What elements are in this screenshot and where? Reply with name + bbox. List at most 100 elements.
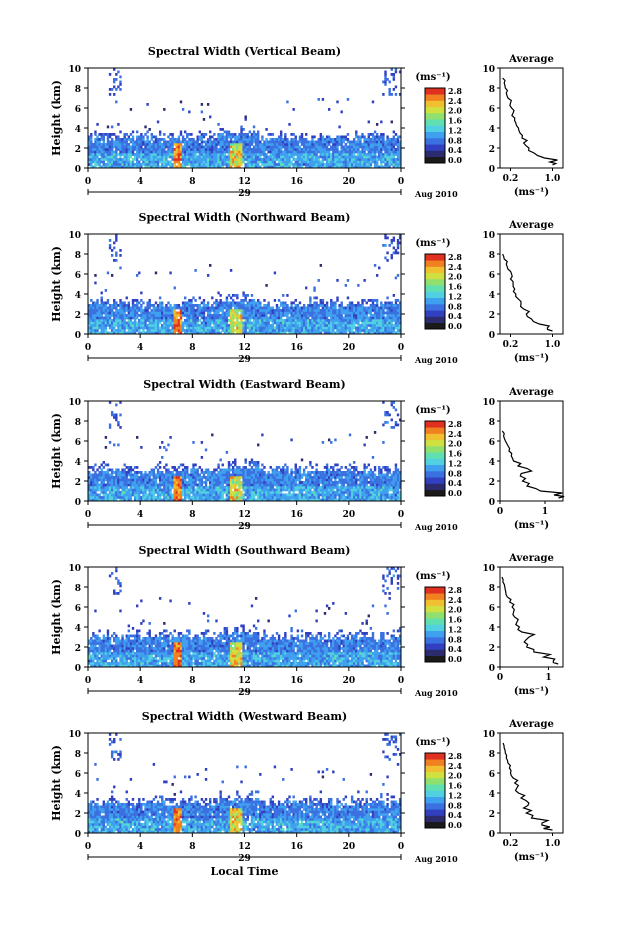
- heatmap-cell: [384, 257, 386, 260]
- heatmap-cell: [238, 141, 240, 144]
- heatmap-cell: [247, 136, 249, 139]
- heatmap-cell: [391, 309, 393, 312]
- heatmap-cell: [359, 319, 361, 322]
- heatmap-cell: [274, 314, 276, 317]
- heatmap-cell: [199, 312, 201, 315]
- heatmap-cell: [205, 307, 207, 310]
- colorbar-swatch: [425, 279, 445, 286]
- heatmap-cell: [301, 158, 303, 161]
- heatmap-cell: [159, 297, 161, 300]
- heatmap-cell: [151, 161, 153, 164]
- heatmap-cell: [109, 489, 111, 492]
- heatmap-cell: [280, 161, 282, 164]
- heatmap-cell: [215, 158, 217, 161]
- heatmap-cell: [107, 161, 109, 164]
- heatmap-cell: [138, 476, 140, 479]
- heatmap-cell: [340, 138, 342, 141]
- heatmap-cell: [201, 309, 203, 312]
- heatmap-cell: [382, 317, 384, 320]
- heatmap-cell: [299, 329, 301, 332]
- heatmap-cell: [153, 319, 155, 322]
- heatmap-cell: [315, 153, 317, 156]
- heatmap-cell: [98, 474, 100, 477]
- heatmap-cell: [180, 474, 182, 477]
- heatmap-cell: [382, 307, 384, 310]
- heatmap-cell: [359, 314, 361, 317]
- heatmap-cell: [159, 146, 161, 149]
- heatmap-cell: [207, 163, 209, 166]
- heatmap-cell: [146, 314, 148, 317]
- heatmap-cell: [222, 146, 224, 149]
- heatmap-cell: [98, 304, 100, 307]
- heatmap-cell: [136, 151, 138, 154]
- heatmap-cell: [380, 146, 382, 149]
- heatmap-cell: [169, 471, 171, 474]
- heatmap-cell: [176, 494, 178, 497]
- heatmap-cell: [315, 304, 317, 307]
- heatmap-cell: [247, 319, 249, 322]
- heatmap-cell: [276, 319, 278, 322]
- heatmap-cell: [155, 309, 157, 312]
- heatmap-cell: [98, 314, 100, 317]
- heatmap-cell: [334, 327, 336, 330]
- heatmap-cell: [103, 143, 105, 146]
- heatmap-cell: [343, 158, 345, 161]
- heatmap-cell: [376, 133, 378, 136]
- heatmap-cell: [197, 484, 199, 487]
- heatmap-cell: [230, 269, 232, 272]
- heatmap-cell: [388, 312, 390, 315]
- heatmap-cell: [261, 146, 263, 149]
- heatmap-cell: [253, 317, 255, 320]
- heatmap-cell: [144, 489, 146, 492]
- heatmap-cell: [101, 464, 103, 467]
- heatmap-cell: [334, 138, 336, 141]
- heatmap-cell: [245, 163, 247, 166]
- heatmap-cell: [174, 486, 176, 489]
- heatmap-cell: [211, 163, 213, 166]
- heatmap-cell: [182, 156, 184, 159]
- heatmap-cell: [280, 146, 282, 149]
- heatmap-cell: [238, 314, 240, 317]
- heatmap-cell: [109, 484, 111, 487]
- heatmap-cell: [197, 314, 199, 317]
- heatmap-cell: [130, 469, 132, 472]
- heatmap-cell: [361, 329, 363, 332]
- heatmap-cell: [393, 327, 395, 330]
- heatmap-cell: [303, 314, 305, 317]
- heatmap-cell: [226, 131, 228, 134]
- heatmap-cell: [107, 319, 109, 322]
- heatmap-cell: [103, 489, 105, 492]
- heatmap-cell: [315, 148, 317, 151]
- heatmap-cell: [351, 156, 353, 159]
- heatmap-cell: [178, 479, 180, 482]
- heatmap-cell: [236, 136, 238, 139]
- heatmap-cell: [96, 496, 98, 499]
- heatmap-cell: [140, 158, 142, 161]
- heatmap-cell: [397, 143, 399, 146]
- heatmap-cell: [126, 496, 128, 499]
- heatmap-cell: [232, 312, 234, 315]
- heatmap-cell: [140, 148, 142, 151]
- heatmap-cell: [178, 484, 180, 487]
- heatmap-cell: [121, 491, 123, 494]
- heatmap-cell: [180, 327, 182, 330]
- heatmap-cell: [182, 324, 184, 327]
- average-x-label: (ms⁻¹): [514, 353, 549, 364]
- heatmap-cell: [388, 327, 390, 330]
- heatmap-cell: [201, 469, 203, 472]
- heatmap-cell: [128, 138, 130, 141]
- heatmap-cell: [134, 484, 136, 487]
- heatmap-cell: [186, 312, 188, 315]
- heatmap-cell: [232, 484, 234, 487]
- heatmap-cell: [224, 302, 226, 305]
- heatmap-cell: [328, 327, 330, 330]
- heatmap-cell: [115, 146, 117, 149]
- x-tick-label: 12: [238, 343, 251, 353]
- heatmap-cell: [236, 327, 238, 330]
- heatmap-cell: [190, 469, 192, 472]
- heatmap-cell: [140, 319, 142, 322]
- heatmap-cell: [228, 304, 230, 307]
- heatmap-cell: [128, 327, 130, 330]
- heatmap-cell: [395, 317, 397, 320]
- heatmap-cell: [213, 151, 215, 154]
